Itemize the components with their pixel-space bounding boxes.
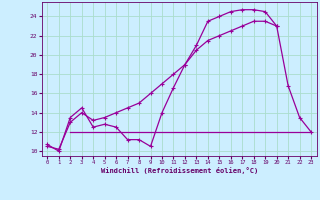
- X-axis label: Windchill (Refroidissement éolien,°C): Windchill (Refroidissement éolien,°C): [100, 167, 258, 174]
